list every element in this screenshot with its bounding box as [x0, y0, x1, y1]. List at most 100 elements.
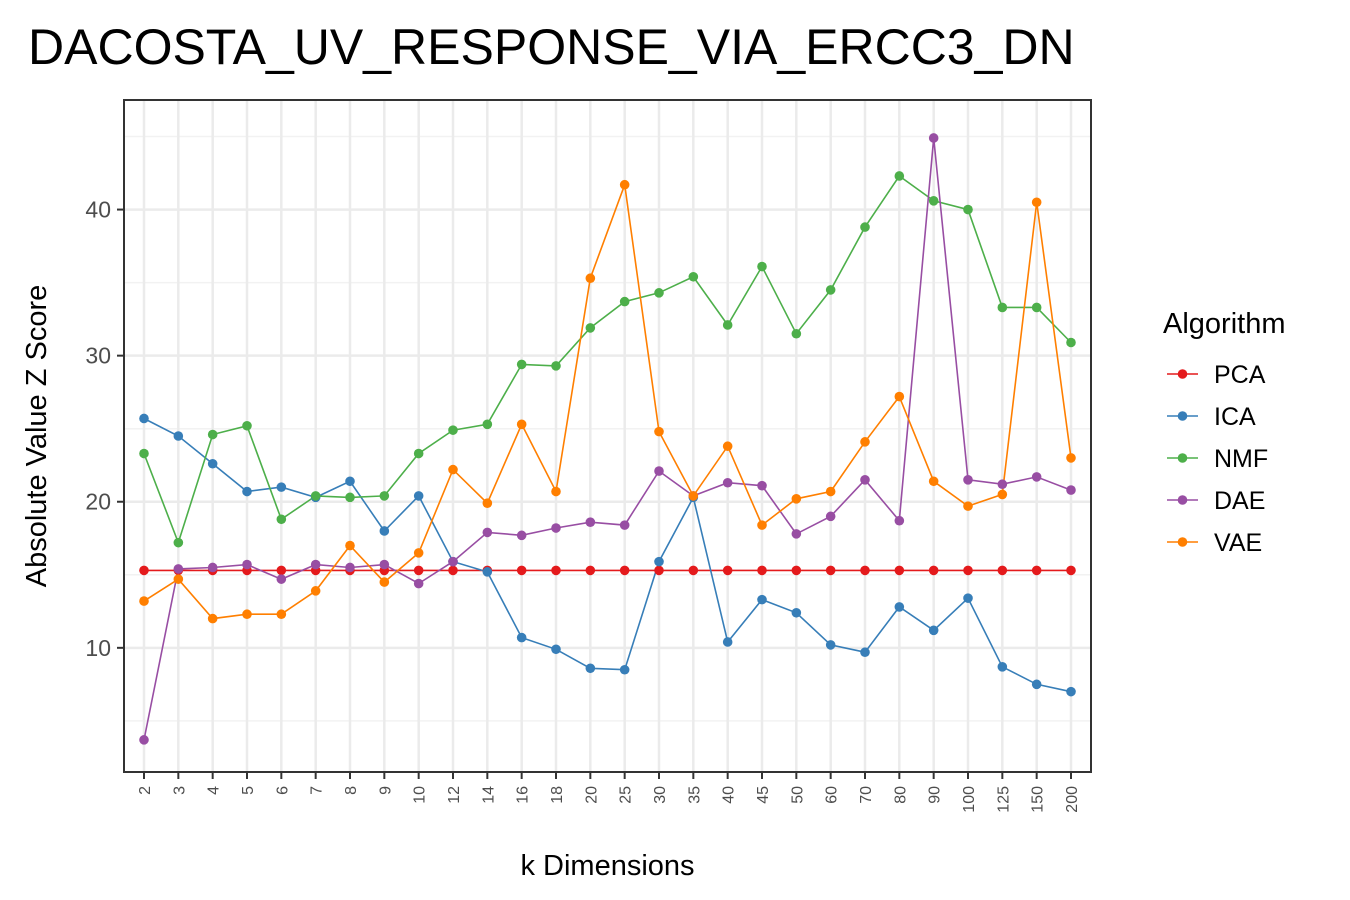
- data-point-nmf: [1066, 337, 1076, 348]
- data-point-dae: [757, 480, 767, 491]
- data-point-ica: [413, 491, 424, 501]
- x-tick-label: 150: [1030, 786, 1047, 813]
- data-point-vae: [310, 586, 321, 596]
- legend-title: Algorithm: [1163, 308, 1286, 340]
- data-point-nmf: [207, 429, 218, 440]
- data-point-nmf: [551, 361, 561, 371]
- data-point-vae: [688, 491, 699, 501]
- data-point-dae: [894, 515, 905, 526]
- data-point-ica: [173, 431, 184, 441]
- data-point-ica: [825, 640, 836, 650]
- x-tick-label: 35: [686, 786, 703, 804]
- data-point-vae: [448, 464, 458, 475]
- data-point-vae: [928, 476, 939, 487]
- data-point-pca: [448, 565, 458, 576]
- data-point-nmf: [482, 419, 493, 430]
- data-point-vae: [585, 273, 596, 284]
- data-point-ica: [722, 637, 733, 647]
- grid-lines: [124, 100, 1091, 772]
- legend-key-point-nmf: [1177, 453, 1188, 463]
- data-point-nmf: [791, 328, 802, 339]
- x-tick-label: 12: [446, 786, 463, 804]
- data-point-vae: [1031, 197, 1042, 208]
- y-axis-title: Absolute Value Z Score: [21, 285, 53, 588]
- x-tick-label: 90: [927, 786, 944, 804]
- data-point-dae: [276, 574, 287, 584]
- x-tick-label: 25: [618, 786, 635, 804]
- data-point-vae: [654, 426, 664, 437]
- legend-label-pca: PCA: [1214, 361, 1266, 389]
- data-point-nmf: [619, 296, 630, 307]
- data-point-nmf: [173, 537, 184, 548]
- chart-title: DACOSTA_UV_RESPONSE_VIA_ERCC3_DN: [28, 19, 1075, 75]
- data-point-vae: [1066, 453, 1076, 463]
- data-point-vae: [173, 574, 184, 584]
- data-point-ica: [516, 632, 527, 643]
- data-point-ica: [860, 647, 870, 658]
- data-point-ica: [242, 486, 252, 497]
- data-point-pca: [619, 565, 630, 576]
- x-tick-label: 7: [309, 786, 326, 795]
- x-tick-label: 18: [549, 786, 566, 804]
- data-point-ica: [963, 593, 973, 603]
- data-point-ica: [345, 476, 355, 487]
- series-points: [139, 133, 1076, 745]
- data-point-dae: [482, 527, 493, 538]
- y-axis: 10 20 30 40: [85, 197, 124, 661]
- data-point-vae: [791, 494, 802, 504]
- x-tick-label: 80: [892, 786, 909, 804]
- data-point-nmf: [585, 323, 596, 333]
- data-point-ica: [379, 526, 390, 536]
- data-point-ica: [585, 663, 596, 674]
- data-point-ica: [482, 567, 493, 577]
- data-point-dae: [585, 517, 596, 527]
- data-point-nmf: [379, 491, 390, 501]
- data-point-vae: [276, 609, 287, 620]
- data-point-dae: [963, 475, 973, 485]
- data-point-ica: [276, 482, 287, 492]
- x-tick-label: 50: [789, 786, 806, 804]
- x-tick-label: 40: [721, 786, 738, 804]
- data-point-pca: [825, 565, 836, 576]
- data-point-vae: [860, 437, 870, 447]
- data-point-nmf: [413, 448, 424, 459]
- data-point-nmf: [997, 302, 1008, 313]
- y-tick-label: 10: [85, 635, 111, 661]
- y-tick-label: 20: [85, 489, 111, 515]
- series-line-vae: [143, 184, 1072, 620]
- data-point-nmf: [654, 288, 664, 298]
- data-point-ica: [654, 556, 664, 567]
- data-point-vae: [551, 486, 561, 497]
- x-tick-label: 100: [961, 786, 978, 813]
- data-point-nmf: [310, 491, 321, 501]
- data-point-pca: [551, 565, 561, 576]
- data-point-nmf: [963, 204, 973, 215]
- data-point-ica: [928, 625, 939, 636]
- x-tick-label: 4: [206, 786, 223, 795]
- x-tick-label: 45: [755, 786, 772, 804]
- data-point-nmf: [860, 222, 870, 232]
- legend-label-vae: VAE: [1214, 529, 1262, 557]
- data-point-pca: [928, 565, 939, 576]
- x-axis-title: k Dimensions: [520, 850, 694, 882]
- data-point-ica: [207, 458, 218, 469]
- data-point-ica: [1031, 679, 1042, 690]
- data-point-pca: [791, 565, 802, 576]
- data-point-pca: [413, 565, 424, 576]
- x-tick-label: 9: [377, 786, 394, 795]
- data-point-nmf: [139, 448, 149, 459]
- data-point-dae: [928, 133, 939, 143]
- data-point-vae: [139, 596, 149, 606]
- y-tick-label: 30: [85, 343, 111, 369]
- data-point-dae: [997, 479, 1008, 490]
- data-point-ica: [1066, 686, 1076, 697]
- data-point-vae: [207, 613, 218, 624]
- data-point-pca: [688, 565, 699, 576]
- x-tick-label: 60: [824, 786, 841, 804]
- data-point-vae: [345, 540, 355, 551]
- data-point-dae: [1031, 472, 1042, 482]
- data-point-ica: [997, 662, 1008, 672]
- data-point-dae: [825, 511, 836, 522]
- x-tick-label: 16: [515, 786, 532, 804]
